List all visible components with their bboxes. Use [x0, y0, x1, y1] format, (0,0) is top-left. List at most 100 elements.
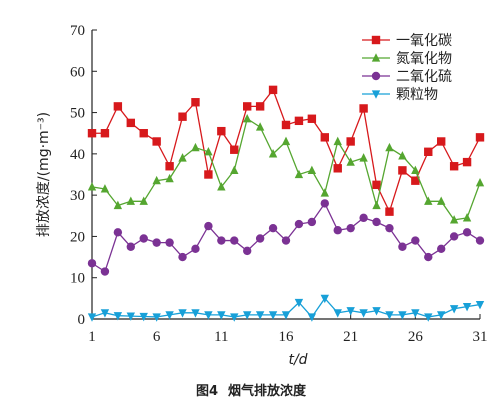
series-4-point: [475, 300, 485, 310]
series-1-point: [126, 118, 135, 128]
series-3-point: [152, 238, 161, 247]
series-3-point: [462, 228, 472, 237]
series-4-point: [139, 312, 148, 322]
series-2-point: [139, 196, 148, 205]
series-1-point: [346, 137, 355, 146]
series-1-point: [217, 126, 226, 136]
legend-label-1: 一氧化碳: [396, 33, 452, 49]
series-1-point: [87, 129, 97, 138]
series-2-point: [113, 200, 123, 210]
series-1-point: [320, 133, 329, 142]
series-3-point: [178, 252, 187, 262]
series-4-point: [178, 309, 187, 318]
series-3-point: [320, 199, 329, 208]
series-1-point: [333, 164, 342, 173]
series-4-point: [126, 312, 135, 321]
series-3-point: [333, 226, 342, 235]
x-tick-label: 16: [279, 329, 295, 345]
series-3-point: [217, 236, 226, 245]
series-3-point: [113, 228, 123, 237]
series-2-point: [230, 165, 239, 174]
series-2-point: [449, 215, 459, 224]
series-4-point: [165, 311, 174, 320]
series-3-point: [398, 242, 407, 251]
series-3-point: [165, 238, 174, 247]
series-2-point: [294, 169, 304, 179]
series-3-point: [281, 236, 291, 245]
series-2-point: [346, 157, 355, 166]
series-2-point: [320, 188, 329, 197]
series-4-point: [320, 294, 329, 304]
series-2-point: [255, 122, 265, 131]
series-3-point: [307, 217, 317, 227]
series-2-point: [204, 146, 213, 156]
series-2-point: [268, 149, 278, 158]
series-1-point: [281, 120, 291, 130]
series-4-point: [113, 312, 123, 321]
series-3-point: [230, 236, 239, 245]
x-tick-label: 31: [473, 329, 488, 345]
series-2-point: [372, 200, 381, 210]
series-4-point: [462, 303, 472, 312]
legend-label-2: 氮氧化物: [396, 51, 452, 67]
series-3-point: [475, 236, 485, 245]
y-tick-label: 60: [70, 64, 85, 80]
series-1-point: [268, 85, 278, 95]
series-2-point: [437, 196, 446, 205]
series-3-point: [449, 232, 459, 241]
figure-caption-text: 烟气排放浓度: [228, 384, 307, 399]
series-2-point: [178, 153, 187, 162]
series-3-point: [268, 223, 278, 233]
series-4-point: [385, 311, 394, 320]
legend-marker-1: [371, 35, 381, 45]
series-4-point: [424, 313, 433, 322]
series-1-point: [230, 145, 239, 154]
figure-caption-number: 图4: [195, 384, 219, 399]
series-3-point: [255, 234, 265, 243]
series-4-point: [411, 309, 420, 318]
series-1-point: [411, 176, 420, 185]
y-tick-label: 40: [70, 147, 85, 163]
series-3-point: [139, 234, 148, 243]
series-1-point: [462, 157, 472, 167]
series-2-point: [165, 173, 174, 183]
series-1-point: [165, 162, 174, 171]
series-4-point: [268, 311, 278, 320]
x-tick-label: 11: [214, 329, 228, 345]
y-tick-label: 70: [70, 23, 85, 39]
series-3-point: [87, 259, 97, 268]
series-1-point: [398, 166, 407, 175]
series-line-1: [92, 88, 481, 214]
series-3-point: [243, 246, 252, 256]
legend-marker-2: [371, 53, 381, 62]
series-2-point: [462, 213, 472, 222]
series-2-point: [87, 182, 97, 191]
series-3-point: [294, 219, 304, 229]
series-1-point: [437, 137, 446, 146]
series-3-point: [204, 221, 213, 231]
series-2-point: [424, 196, 433, 205]
series-1-point: [255, 102, 265, 111]
series-1-point: [100, 129, 110, 138]
series-4-point: [346, 307, 355, 316]
series-4-point: [204, 311, 213, 320]
series-2-point: [307, 165, 317, 174]
series-1-point: [243, 102, 252, 111]
series-2-point: [100, 184, 110, 193]
series-1-point: [204, 170, 213, 179]
series-1-point: [152, 137, 161, 146]
series-1-point: [385, 207, 394, 216]
series-3-point: [346, 223, 355, 233]
series-3-point: [191, 244, 200, 254]
y-axis-label: 排放浓度/(mg·m⁻³): [36, 112, 52, 237]
x-tick-label: 21: [343, 329, 358, 345]
series-2-point: [385, 142, 394, 152]
series-1-point: [191, 98, 200, 107]
series-1-point: [424, 147, 433, 156]
series-4-point: [333, 309, 342, 318]
series-4-point: [437, 311, 446, 320]
series-4-point: [281, 311, 291, 320]
series-4-point: [217, 311, 226, 320]
series-1-point: [294, 116, 304, 126]
series-4-point: [230, 313, 239, 322]
